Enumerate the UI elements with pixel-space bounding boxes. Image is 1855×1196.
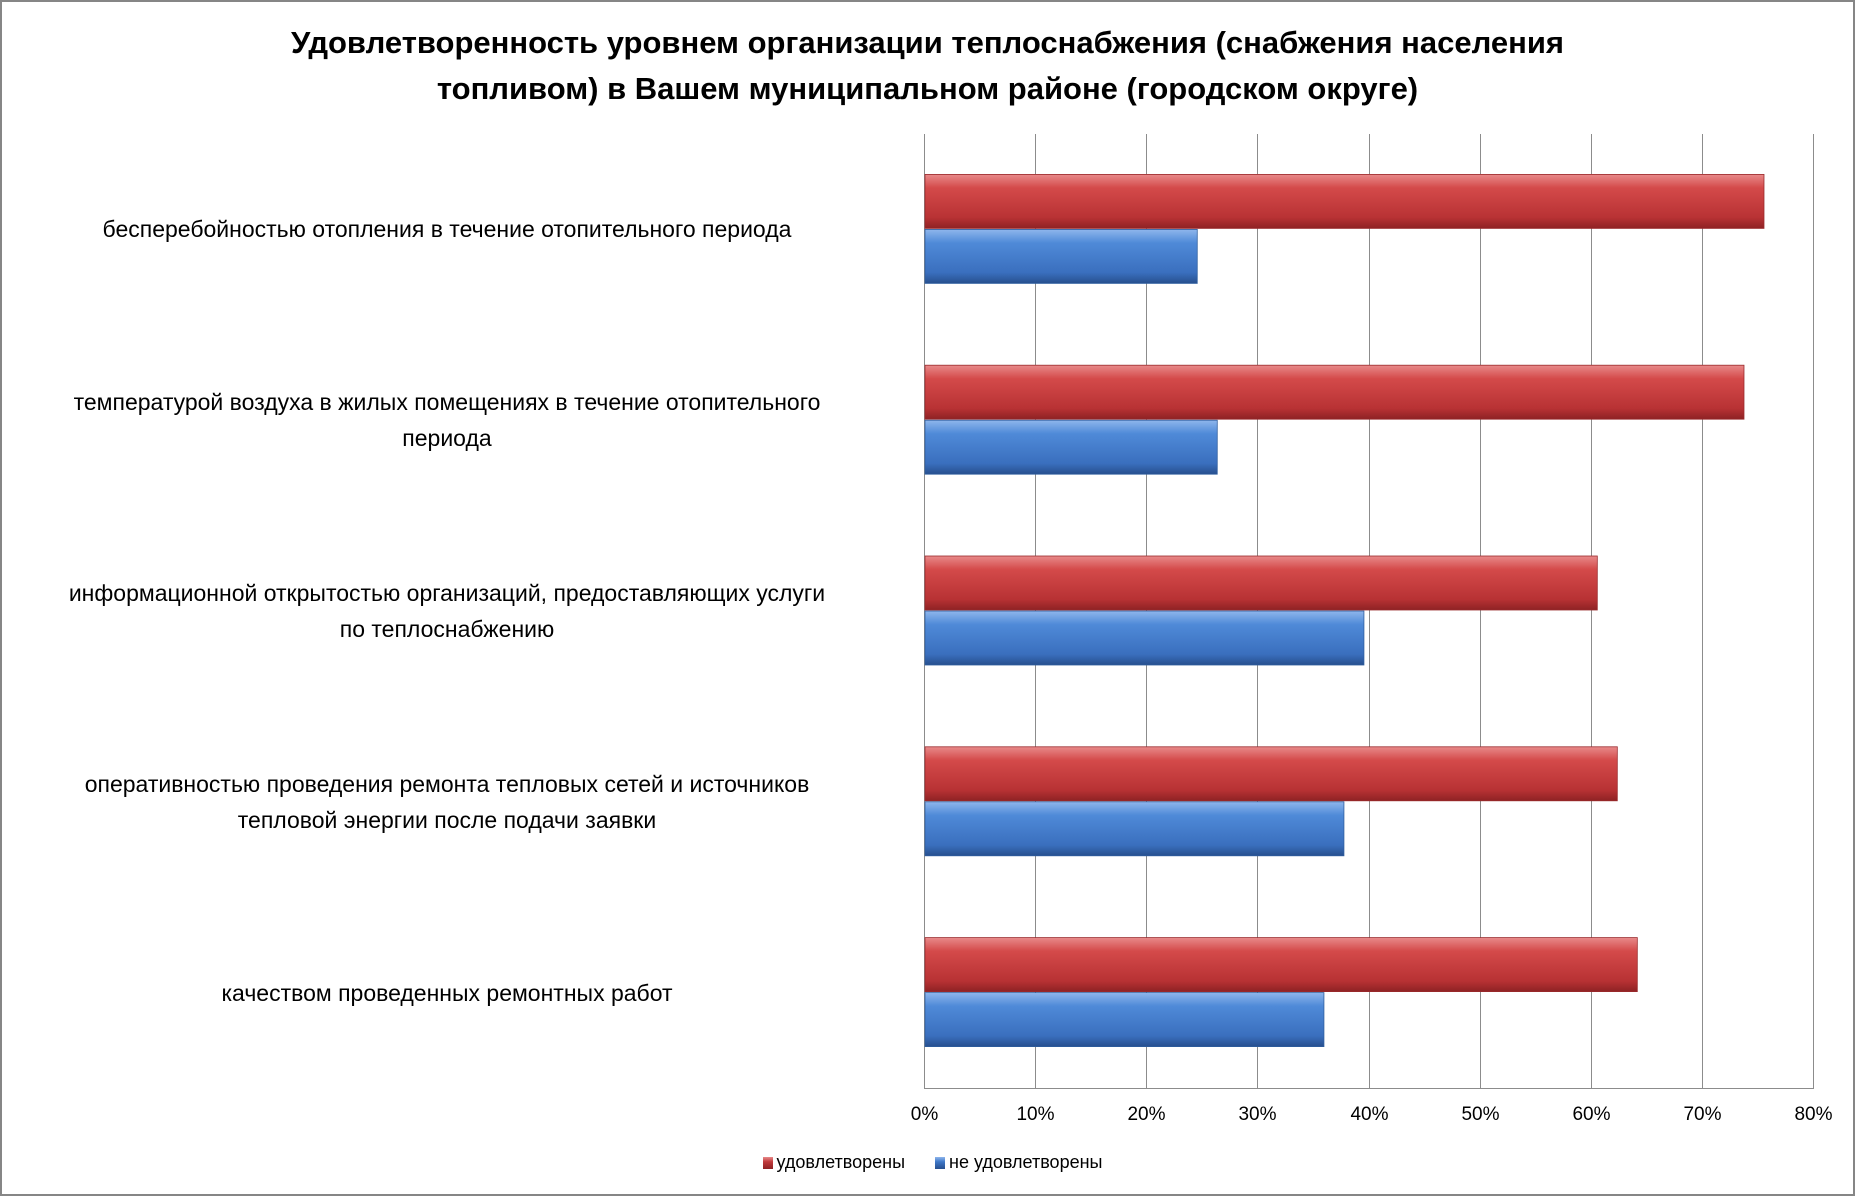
bar-satisfied: [924, 746, 1618, 802]
bar-satisfied: [924, 937, 1638, 992]
legend-swatch-red: [762, 1156, 773, 1169]
x-tick-label: 40%: [1350, 1104, 1389, 1125]
legend-swatch-blue: [935, 1156, 946, 1169]
bar-not-satisfied: [924, 801, 1345, 857]
x-tick-label: 70%: [1683, 1104, 1722, 1125]
chart-title-line-1: Удовлетворенность уровнем организации те…: [290, 25, 1564, 60]
legend-label: удовлетворены: [776, 1152, 906, 1172]
category-label: качеством проведенных ремонтных работ: [0, 975, 897, 1011]
bar-satisfied: [924, 555, 1598, 611]
bar-not-satisfied: [924, 419, 1218, 475]
x-tick-label: 30%: [1238, 1104, 1277, 1125]
x-tick-label: 60%: [1572, 1104, 1611, 1125]
legend-label: не удовлетворены: [949, 1152, 1103, 1172]
bar-not-satisfied: [924, 228, 1198, 284]
bar-not-satisfied: [924, 992, 1325, 1047]
bar-satisfied: [924, 173, 1765, 229]
x-tick-label: 10%: [1016, 1104, 1055, 1125]
x-tick-label: 0%: [910, 1104, 939, 1125]
legend: удовлетворены не удовлетворены: [0, 1152, 1855, 1173]
category-label-line: информационной открытостью организаций, …: [68, 580, 826, 606]
category-label-line: оперативностью проведения ремонта теплов…: [84, 770, 810, 797]
category-label-line: бесперебойностью отопления в течение ото…: [102, 216, 792, 243]
category-label-line: по теплоснабжению: [339, 616, 555, 642]
category-label-line: качеством проведенных ремонтных работ: [221, 979, 673, 1006]
bar-not-satisfied: [924, 610, 1365, 666]
legend-item-not-satisfied: не удовлетворены: [935, 1152, 1102, 1173]
chart-title: Удовлетворенность уровнем организации те…: [0, 20, 1855, 112]
bar-satisfied: [924, 364, 1745, 420]
category-label-line: тепловой энергии после подачи заявки: [237, 806, 657, 833]
category-label-line: температурой воздуха в жилых помещениях …: [73, 389, 821, 416]
chart-title-line-2: топливом) в Вашем муниципальном районе (…: [436, 71, 1419, 106]
x-tick-label: 20%: [1127, 1104, 1166, 1125]
category-label: информационной открытостью организаций, …: [0, 575, 897, 647]
legend-item-satisfied: удовлетворены: [762, 1152, 906, 1173]
x-tick-label: 50%: [1461, 1104, 1500, 1125]
category-label: бесперебойностью отопления в течение ото…: [0, 211, 897, 247]
category-label-line: периода: [402, 425, 492, 452]
category-label: температурой воздуха в жилых помещениях …: [0, 384, 897, 456]
category-label: оперативностью проведения ремонта теплов…: [0, 766, 897, 838]
x-tick-label: 80%: [1794, 1104, 1833, 1125]
